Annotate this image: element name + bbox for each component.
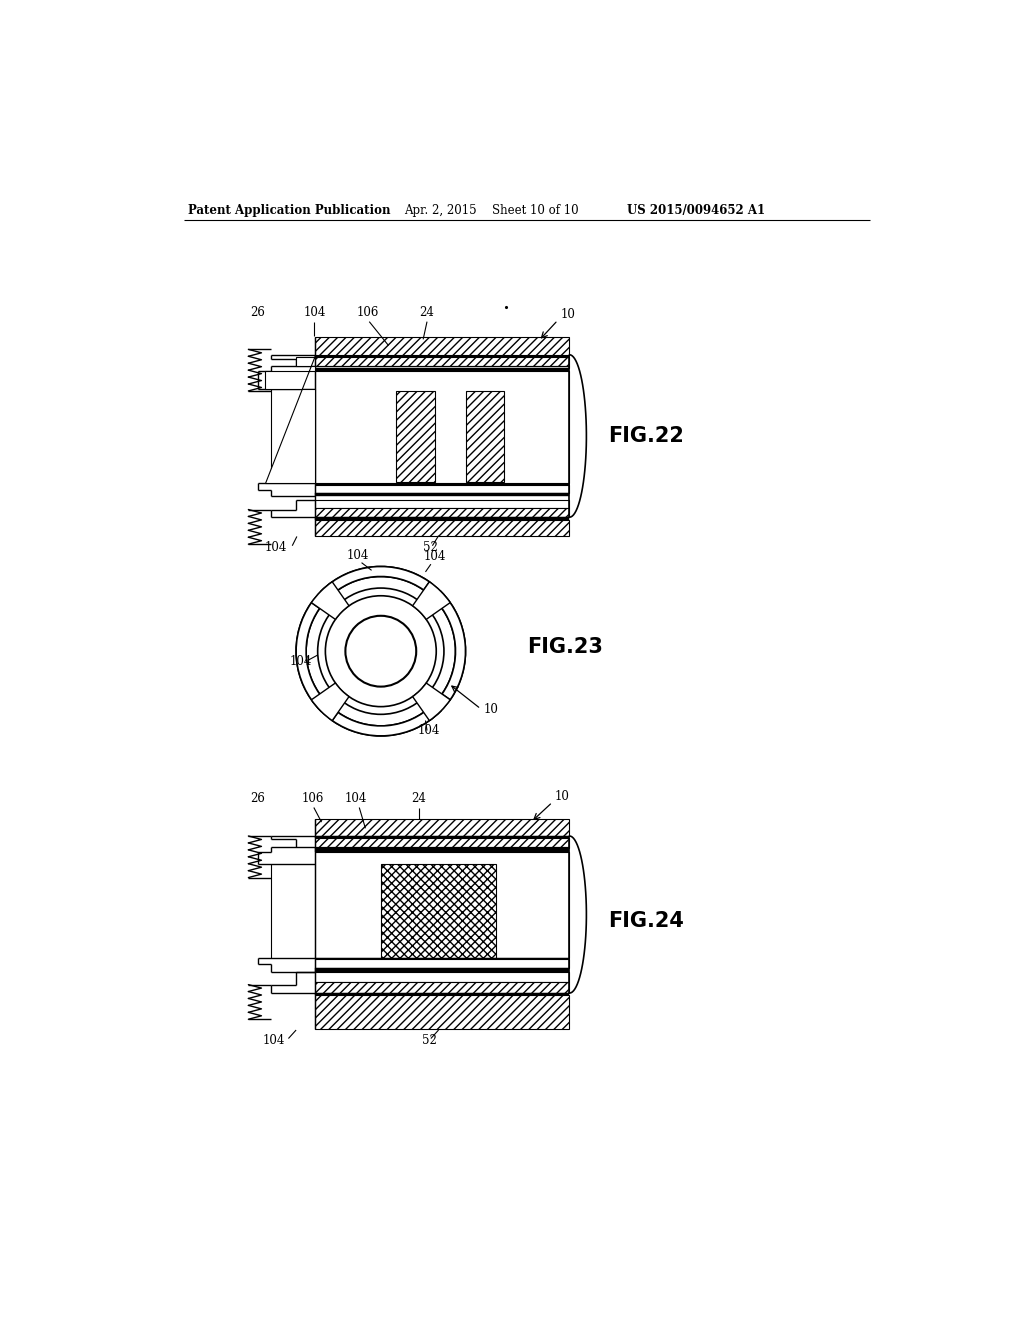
- Text: Patent Application Publication: Patent Application Publication: [188, 205, 391, 218]
- Circle shape: [345, 615, 416, 686]
- Bar: [315, 849, 569, 853]
- Text: 104: 104: [262, 1034, 285, 1047]
- Wedge shape: [413, 682, 451, 721]
- Text: 106: 106: [301, 792, 324, 805]
- Bar: [315, 995, 569, 1028]
- Text: FIG.23: FIG.23: [527, 638, 603, 657]
- Wedge shape: [311, 582, 349, 619]
- Wedge shape: [311, 682, 349, 721]
- Text: FIG.24: FIG.24: [608, 911, 684, 931]
- Text: 24: 24: [419, 306, 434, 319]
- Bar: [315, 484, 569, 492]
- Text: 24: 24: [412, 792, 426, 805]
- Wedge shape: [321, 566, 429, 598]
- Bar: [315, 972, 569, 982]
- Wedge shape: [317, 589, 444, 714]
- Text: 104: 104: [304, 306, 327, 319]
- Wedge shape: [332, 704, 440, 735]
- Bar: [315, 982, 569, 993]
- Text: 10: 10: [555, 789, 569, 803]
- Bar: [315, 847, 569, 849]
- Bar: [315, 969, 569, 972]
- Text: 10: 10: [483, 702, 498, 715]
- Bar: [315, 517, 569, 520]
- Bar: [315, 371, 569, 483]
- Text: 106: 106: [356, 306, 379, 319]
- Text: 104: 104: [345, 792, 367, 805]
- Bar: [315, 483, 569, 484]
- Text: 52: 52: [423, 541, 438, 554]
- Text: 104: 104: [346, 549, 369, 562]
- Wedge shape: [296, 603, 328, 711]
- Bar: [396, 391, 435, 482]
- Wedge shape: [413, 582, 451, 619]
- Bar: [315, 520, 569, 536]
- Bar: [315, 853, 569, 958]
- Bar: [315, 367, 569, 368]
- Bar: [381, 863, 497, 958]
- Bar: [315, 355, 569, 358]
- Text: 104: 104: [290, 655, 312, 668]
- Bar: [315, 337, 569, 355]
- Bar: [315, 492, 569, 496]
- Text: 26: 26: [250, 792, 265, 805]
- Bar: [315, 508, 569, 517]
- Text: 104: 104: [264, 541, 287, 554]
- Text: Sheet 10 of 10: Sheet 10 of 10: [493, 205, 580, 218]
- Bar: [315, 958, 569, 960]
- Text: FIG.22: FIG.22: [608, 425, 684, 446]
- Polygon shape: [265, 355, 315, 483]
- Text: US 2015/0094652 A1: US 2015/0094652 A1: [628, 205, 765, 218]
- Text: 26: 26: [250, 306, 265, 319]
- Bar: [315, 838, 569, 847]
- Text: Apr. 2, 2015: Apr. 2, 2015: [403, 205, 476, 218]
- Bar: [315, 368, 569, 371]
- Bar: [315, 500, 569, 508]
- Bar: [315, 358, 569, 367]
- Text: 10: 10: [560, 308, 575, 321]
- Wedge shape: [433, 591, 466, 700]
- Text: 104: 104: [418, 725, 440, 738]
- Wedge shape: [296, 566, 466, 737]
- Text: 52: 52: [422, 1034, 437, 1047]
- Bar: [315, 818, 569, 836]
- Bar: [466, 391, 504, 482]
- Bar: [315, 993, 569, 995]
- Bar: [315, 960, 569, 969]
- Bar: [315, 836, 569, 838]
- Text: 104: 104: [423, 550, 445, 564]
